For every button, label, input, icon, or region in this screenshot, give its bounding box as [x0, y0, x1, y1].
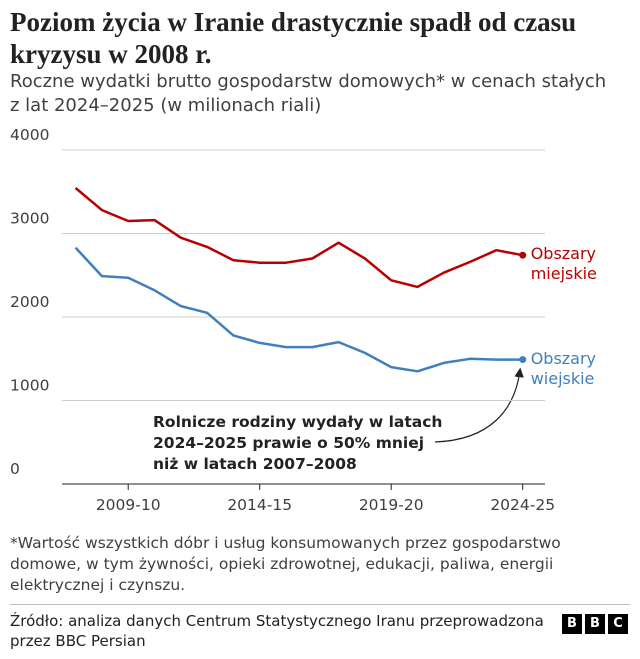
- series-line: [74, 246, 523, 373]
- end-dot: [519, 356, 527, 364]
- y-tick-label: 2000: [10, 293, 49, 311]
- end-dot: [519, 251, 527, 259]
- x-tick-label: 2009-10: [96, 496, 161, 514]
- source: Źródło: analiza danych Centrum Statystyc…: [10, 612, 544, 650]
- annotation: Rolnicze rodziny wydały w latach 2024–20…: [153, 413, 443, 473]
- y-tick-label: 0: [10, 460, 20, 478]
- footnote: *Wartość wszystkich dóbr i usług konsumo…: [10, 534, 561, 594]
- logo-letter: C: [608, 614, 628, 634]
- x-tick-label: 2014-15: [227, 496, 292, 514]
- logo-letter: B: [562, 614, 582, 634]
- logo: B B C: [562, 614, 628, 634]
- series-label: Obszary miejskie: [530, 244, 597, 284]
- subtitle: Roczne wydatki brutto gospodarstw domowy…: [10, 71, 607, 116]
- y-tick-label: 3000: [10, 210, 49, 228]
- logo-letter: B: [585, 614, 605, 634]
- series-label: Obszary wiejskie: [530, 348, 597, 388]
- annotation-arrow: [434, 367, 524, 443]
- series-line: [74, 187, 523, 289]
- x-tick-label: 2024-25: [490, 496, 555, 514]
- separator: [10, 604, 630, 605]
- title: Poziom życia w Iranie drastycznie spadł …: [10, 7, 577, 69]
- y-tick-label: 4000: [10, 126, 49, 144]
- x-tick-label: 2019-20: [359, 496, 424, 514]
- y-tick-label: 1000: [10, 377, 49, 395]
